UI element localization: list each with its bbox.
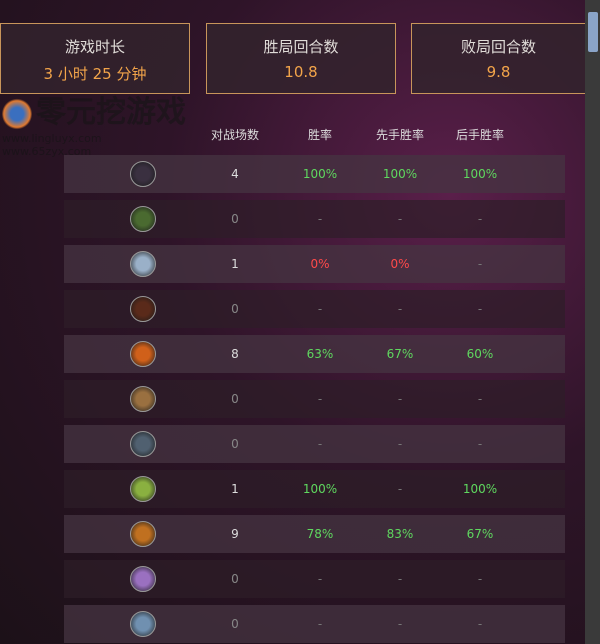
class-icon-4 bbox=[130, 296, 156, 322]
table-row[interactable]: 0 - - - bbox=[64, 200, 565, 238]
cell-first: - bbox=[397, 482, 403, 496]
table-row[interactable]: 0 - - - bbox=[64, 560, 565, 598]
cell-second: - bbox=[477, 437, 483, 451]
cell-second: - bbox=[477, 212, 483, 226]
cell-win: - bbox=[317, 572, 323, 586]
stat-title: 游戏时长 bbox=[64, 38, 125, 56]
cell-second: - bbox=[477, 617, 483, 631]
cell-first: - bbox=[397, 392, 403, 406]
cell-games: 0 bbox=[231, 617, 239, 631]
cell-games: 0 bbox=[231, 572, 239, 586]
header-games: 对战场数 bbox=[210, 128, 259, 142]
cell-games: 0 bbox=[231, 212, 239, 226]
stat-title: 败局回合数 bbox=[460, 38, 536, 56]
cell-first: - bbox=[397, 572, 403, 586]
cell-first: - bbox=[397, 212, 403, 226]
cell-second: - bbox=[477, 302, 483, 316]
table-row[interactable]: 4 100% 100% 100% bbox=[64, 155, 565, 193]
stat-title: 胜局回合数 bbox=[263, 38, 339, 56]
stat-value: 3 小时 25 分钟 bbox=[43, 65, 147, 83]
cell-first: 0% bbox=[390, 257, 410, 271]
table-row[interactable]: 8 63% 67% 60% bbox=[64, 335, 565, 373]
side-panel bbox=[585, 0, 600, 644]
header-first-winrate: 先手胜率 bbox=[375, 128, 424, 142]
cell-second: 60% bbox=[466, 347, 494, 361]
class-icon-10 bbox=[130, 566, 156, 592]
table-row[interactable]: 0 - - - bbox=[64, 290, 565, 328]
watermark-name: 零元挖游戏 bbox=[36, 95, 186, 130]
class-icon-11 bbox=[130, 611, 156, 637]
cell-first: 67% bbox=[386, 347, 414, 361]
class-icon-1 bbox=[130, 161, 156, 187]
table-row[interactable]: 1 0% 0% - bbox=[64, 245, 565, 283]
cell-second: - bbox=[477, 572, 483, 586]
class-icon-6 bbox=[130, 386, 156, 412]
stat-card-win-rounds: 胜局回合数 10.8 bbox=[206, 23, 396, 94]
cell-first: 100% bbox=[382, 167, 418, 181]
side-thumbnail[interactable] bbox=[588, 12, 598, 52]
header-winrate: 胜率 bbox=[307, 128, 332, 142]
cell-games: 1 bbox=[231, 482, 239, 496]
cell-games: 0 bbox=[231, 392, 239, 406]
stat-card-loss-rounds: 败局回合数 9.8 bbox=[411, 23, 586, 94]
cell-win: - bbox=[317, 437, 323, 451]
cell-win: 63% bbox=[306, 347, 334, 361]
cell-win: 0% bbox=[310, 257, 330, 271]
cell-second: 67% bbox=[466, 527, 494, 541]
cell-first: - bbox=[397, 437, 403, 451]
cell-win: 78% bbox=[306, 527, 334, 541]
class-icon-8 bbox=[130, 476, 156, 502]
watermark-url: www.lingluyx.com www.65zyx.com bbox=[2, 132, 102, 158]
table-row[interactable]: 0 - - - bbox=[64, 425, 565, 463]
cell-games: 0 bbox=[231, 302, 239, 316]
cell-games: 4 bbox=[231, 167, 239, 181]
cell-first: - bbox=[397, 617, 403, 631]
cell-win: 100% bbox=[302, 482, 338, 496]
cell-win: - bbox=[317, 392, 323, 406]
cell-win: - bbox=[317, 617, 323, 631]
cell-first: - bbox=[397, 302, 403, 316]
watermark: 零元挖游戏 www.lingluyx.com www.65zyx.com bbox=[2, 95, 192, 158]
class-icon-2 bbox=[130, 206, 156, 232]
cell-games: 0 bbox=[231, 437, 239, 451]
class-icon-9 bbox=[130, 521, 156, 547]
cell-first: 83% bbox=[386, 527, 414, 541]
table-row[interactable]: 9 78% 83% 67% bbox=[64, 515, 565, 553]
class-icon-5 bbox=[130, 341, 156, 367]
class-icon-7 bbox=[130, 431, 156, 457]
cell-games: 8 bbox=[231, 347, 239, 361]
cell-second: - bbox=[477, 392, 483, 406]
cell-win: - bbox=[317, 302, 323, 316]
table-row[interactable]: 0 - - - bbox=[64, 605, 565, 643]
cell-win: - bbox=[317, 212, 323, 226]
stat-value: 9.8 bbox=[486, 63, 511, 81]
cell-win: 100% bbox=[302, 167, 338, 181]
cell-second: 100% bbox=[462, 482, 498, 496]
cell-second: - bbox=[477, 257, 483, 271]
class-icon-3 bbox=[130, 251, 156, 277]
table-row[interactable]: 0 - - - bbox=[64, 380, 565, 418]
cell-games: 1 bbox=[231, 257, 239, 271]
cell-games: 9 bbox=[231, 527, 239, 541]
watermark-logo-icon bbox=[2, 98, 32, 130]
table-row[interactable]: 1 100% - 100% bbox=[64, 470, 565, 508]
cell-second: 100% bbox=[462, 167, 498, 181]
header-second-winrate: 后手胜率 bbox=[455, 128, 504, 142]
stat-value: 10.8 bbox=[284, 63, 318, 81]
stat-card-duration: 游戏时长 3 小时 25 分钟 bbox=[0, 23, 190, 94]
